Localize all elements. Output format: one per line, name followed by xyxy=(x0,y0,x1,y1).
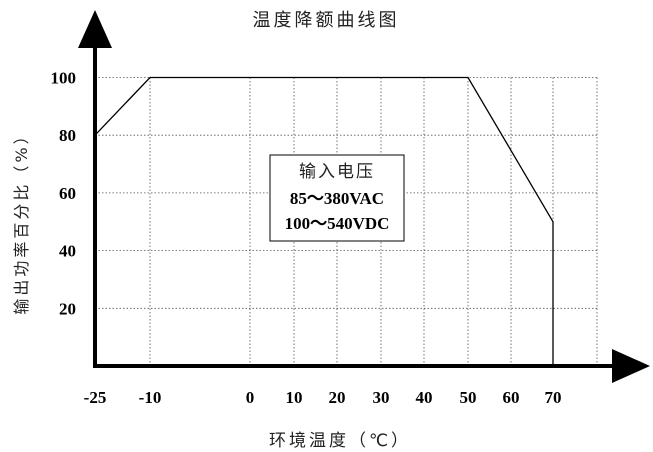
x-tick-label: 0 xyxy=(246,388,255,407)
y-tick-label: 80 xyxy=(59,126,76,145)
x-tick-label: -25 xyxy=(84,388,107,407)
y-tick-label: 40 xyxy=(59,242,76,261)
x-tick-label: 10 xyxy=(286,388,303,407)
y-axis-arrow xyxy=(78,10,112,48)
y-tick-label: 100 xyxy=(51,69,77,88)
x-tick-label: 40 xyxy=(416,388,433,407)
annotation-box: 输入电压 85～380VAC 100～540VDC xyxy=(269,154,405,242)
annotation-title: 输入电压 xyxy=(299,162,375,182)
annotation-line-1: 85～380VAC xyxy=(290,189,384,208)
y-tick-label: 60 xyxy=(59,184,76,203)
derating-curve xyxy=(94,76,554,366)
annotation-frame xyxy=(269,154,405,242)
x-tick-label: 30 xyxy=(373,388,390,407)
x-tick-label: 60 xyxy=(503,388,520,407)
x-tick-labels: -25 -10 0 10 20 30 40 50 60 70 xyxy=(84,388,562,407)
series-group xyxy=(94,76,554,366)
x-tick-label: 70 xyxy=(545,388,562,407)
chart-title: 温度降额曲线图 xyxy=(253,10,400,31)
x-axis-label: 环境温度（℃） xyxy=(269,431,411,451)
y-tick-label: 20 xyxy=(59,299,76,318)
annotation-line-2: 100～540VDC xyxy=(285,214,390,233)
x-axis-arrow xyxy=(612,349,650,383)
x-tick-label: 20 xyxy=(329,388,346,407)
y-tick-labels: 100 80 60 40 20 xyxy=(51,69,77,319)
x-tick-label: -10 xyxy=(139,388,162,407)
y-axis-label: 输出功率百分比（%） xyxy=(12,125,31,314)
x-tick-label: 50 xyxy=(460,388,477,407)
